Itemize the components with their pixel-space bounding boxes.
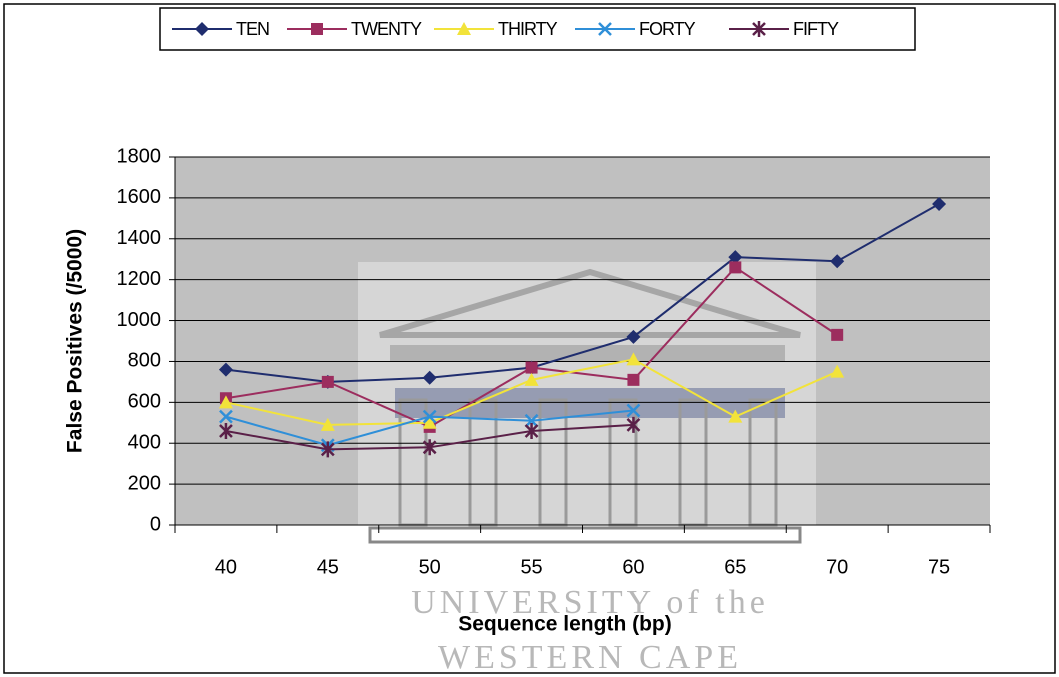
x-tick-label: 40 [215,556,237,578]
marker [729,261,742,274]
legend-box [159,7,916,51]
legend-label: TEN [236,19,269,39]
x-axis-title: Sequence length (bp) [458,613,672,636]
marker [218,395,233,409]
watermark-text: UNIVERSITY of the [411,584,769,621]
watermark-roof [379,268,801,338]
y-tick-label: 200 [128,472,161,494]
x-tick-label: 50 [419,556,441,578]
marker [219,409,233,424]
x-tick-label: 65 [724,556,746,578]
marker [320,441,335,458]
y-tick-label: 1000 [117,309,162,331]
marker [457,22,471,35]
marker [831,328,844,341]
y-tick-label: 1400 [117,227,162,249]
marker [524,413,539,428]
marker [932,197,947,212]
marker [626,329,641,344]
watermark-step [368,526,802,544]
marker [830,364,845,378]
y-tick-label: 0 [150,513,161,535]
y-tick-label: 1200 [117,268,162,290]
marker [422,409,437,424]
marker [320,417,335,431]
marker [524,372,539,386]
legend-label: THIRTY [498,19,558,39]
watermark-beam [395,388,785,418]
marker [626,352,641,366]
y-tick-label: 1600 [117,186,162,208]
marker [422,439,437,456]
marker [219,422,233,439]
watermark-beam [390,345,785,361]
marker [626,416,641,433]
watermark [358,262,816,527]
marker [311,23,323,35]
marker [752,21,766,37]
series-line [225,203,940,383]
marker [728,409,743,423]
watermark-text: WESTERN CAPE [438,639,742,676]
y-tick-label: 1800 [117,145,162,167]
x-tick-label: 70 [826,556,848,578]
marker [195,22,209,36]
marker [626,403,641,418]
legend-label: FORTY [639,19,696,39]
marker [422,415,437,429]
x-tick-label: 55 [520,556,542,578]
legend-label: TWENTY [351,19,422,39]
plot-area [175,157,990,525]
legend-label: FIFTY [793,19,839,39]
y-axis-title: False Positives (/5000) [64,229,87,453]
marker [830,254,845,269]
marker [218,362,233,377]
y-tick-label: 800 [128,350,161,372]
watermark-bg [358,262,816,527]
marker [728,250,743,265]
marker [321,375,334,388]
x-tick-label: 75 [928,556,950,578]
x-tick-label: 45 [317,556,339,578]
marker [627,373,640,386]
x-tick-label: 60 [622,556,644,578]
y-tick-label: 400 [128,432,161,454]
marker [524,422,539,439]
marker [525,361,538,374]
marker [422,370,437,385]
y-tick-label: 600 [128,391,161,413]
marker [598,22,612,36]
